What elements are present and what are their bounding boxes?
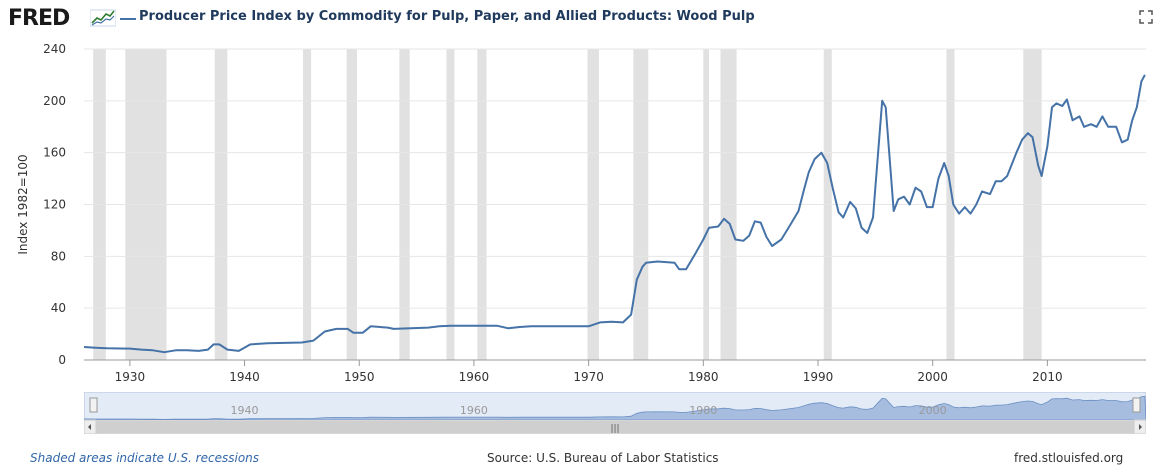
- range-navigator[interactable]: 1940 1960 1980 2000 |||: [84, 392, 1146, 434]
- y-tick-label: 200: [43, 94, 66, 108]
- source-note: Source: U.S. Bureau of Labor Statistics: [487, 451, 719, 465]
- navigator-handle-left[interactable]: [89, 397, 98, 413]
- y-tick-label: 80: [51, 249, 66, 263]
- site-link[interactable]: fred.stlouisfed.org: [1014, 451, 1124, 465]
- series-legend-swatch: [120, 18, 136, 20]
- trend-chart-icon: [90, 9, 116, 27]
- y-tick-label: 160: [43, 146, 66, 160]
- arrow-left-icon: [88, 424, 91, 430]
- x-tick-label: 1940: [229, 370, 260, 384]
- navigator-tick-label: 1960: [460, 404, 488, 417]
- navigator-tick-label: 2000: [919, 404, 947, 417]
- arrow-right-icon: [1139, 424, 1142, 430]
- x-tick-label: 2000: [917, 370, 948, 384]
- chart-title: Producer Price Index by Commodity for Pu…: [139, 9, 755, 24]
- navigator-handle-right[interactable]: [1132, 397, 1141, 413]
- chart-header: FRED Producer Price Index by Commodity f…: [0, 0, 1168, 36]
- y-tick-label: 0: [58, 353, 66, 367]
- y-tick-label: 120: [43, 198, 66, 212]
- series-line: [83, 74, 1146, 354]
- fred-logo[interactable]: FRED: [8, 6, 70, 31]
- x-tick-label: 1950: [344, 370, 375, 384]
- x-tick-label: 2010: [1032, 370, 1063, 384]
- x-tick-label: 1980: [688, 370, 719, 384]
- x-tick-label: 1960: [459, 370, 490, 384]
- scrollbar-thumb[interactable]: [96, 421, 1134, 433]
- x-tick-label: 1990: [803, 370, 834, 384]
- x-tick-label: 1930: [115, 370, 146, 384]
- recession-note-link[interactable]: Shaded areas indicate U.S. recessions: [30, 451, 260, 465]
- y-tick-label: 240: [43, 42, 66, 56]
- navigator-tick-label: 1980: [689, 404, 717, 417]
- y-axis-label: Index 1982=100: [16, 154, 30, 254]
- y-tick-label: 40: [51, 301, 66, 315]
- x-tick-label: 1970: [573, 370, 604, 384]
- scrollbar-grip-icon: |||: [610, 424, 619, 434]
- expand-icon[interactable]: [1139, 10, 1153, 24]
- line-chart: 0 40 80 120 160 200 240 1930 1940 1950 1960 1970 198…: [16, 42, 1146, 384]
- navigator-tick-label: 1940: [231, 404, 259, 417]
- navigator-area: [84, 395, 1146, 421]
